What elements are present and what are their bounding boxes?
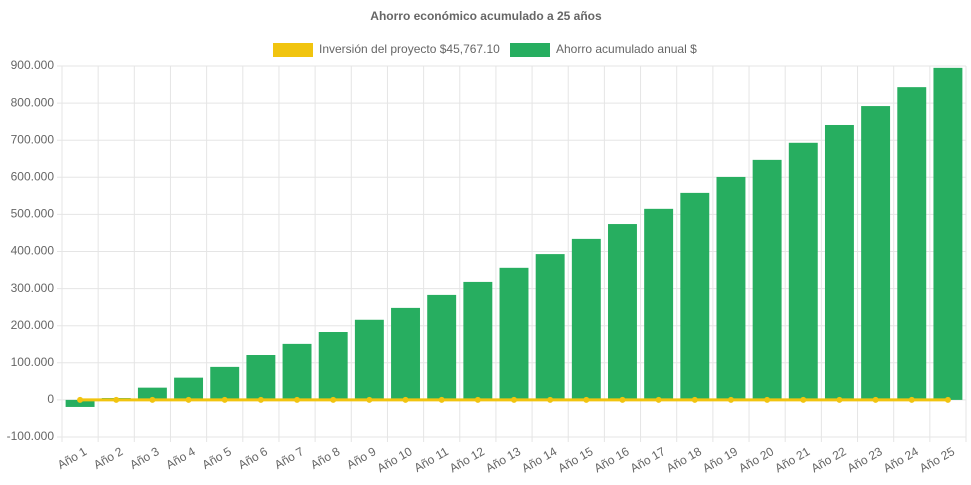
line-point: [764, 396, 771, 403]
x-tick-label: Año 8: [308, 444, 342, 472]
bar: [680, 192, 710, 400]
y-tick-label: 400.000: [11, 244, 55, 258]
line-point: [402, 396, 409, 403]
x-tick-label: Año 1: [55, 444, 89, 472]
x-tick-label: Año 10: [375, 444, 415, 475]
line-point: [474, 396, 481, 403]
y-tick-label: 200.000: [11, 318, 55, 332]
x-tick-label: Año 9: [344, 444, 378, 472]
x-tick-label: Año 5: [200, 444, 234, 472]
x-tick-label: Año 12: [447, 444, 487, 475]
bar: [463, 281, 493, 400]
line-point: [257, 396, 264, 403]
x-tick-label: Año 7: [272, 444, 306, 472]
x-tick-label: Año 19: [700, 444, 740, 475]
line-point: [438, 396, 445, 403]
x-tick-label: Año 16: [592, 444, 632, 475]
x-tick-label: Año 3: [127, 444, 161, 472]
x-tick-label: Año 21: [772, 444, 812, 475]
bar: [391, 307, 420, 400]
line-point: [836, 396, 843, 403]
y-tick-label: 500.000: [11, 207, 55, 221]
bar: [499, 267, 529, 400]
bar: [427, 294, 457, 400]
line-point: [185, 396, 192, 403]
bar: [65, 399, 95, 407]
line-point: [547, 396, 554, 403]
x-tick-label: Año 18: [664, 444, 704, 475]
y-tick-label: 600.000: [11, 169, 55, 183]
legend-label: Ahorro acumulado anual $: [556, 42, 697, 56]
bar: [282, 343, 312, 400]
bar: [861, 106, 891, 400]
legend-label: Inversión del proyecto $45,767.10: [319, 42, 500, 56]
chart-title: Ahorro económico acumulado a 25 años: [370, 9, 602, 23]
bar: [354, 319, 384, 400]
bar: [824, 124, 854, 400]
x-tick-label: Año 4: [163, 444, 197, 472]
line-point: [908, 396, 915, 403]
bar: [608, 224, 637, 400]
line-point: [800, 396, 807, 403]
line-point: [691, 396, 698, 403]
bar: [933, 67, 963, 400]
bar: [788, 142, 818, 400]
bar: [246, 355, 276, 400]
bar: [897, 87, 927, 400]
x-tick-label: Año 11: [412, 444, 451, 475]
bar: [716, 176, 746, 400]
y-tick-label: 300.000: [11, 281, 55, 295]
line-point: [944, 396, 951, 403]
bar: [318, 332, 348, 400]
line-point: [149, 396, 156, 403]
line-point: [221, 396, 228, 403]
y-tick-label: -100.000: [7, 429, 55, 443]
x-tick-label: Año 20: [736, 444, 776, 475]
x-tick-label: Año 6: [236, 444, 270, 472]
legend-swatch: [510, 43, 550, 57]
bar: [210, 366, 240, 400]
x-tick-label: Año 15: [555, 444, 595, 475]
x-tick-label: Año 23: [845, 444, 885, 475]
line-point: [619, 396, 626, 403]
line-point: [294, 396, 301, 403]
line-point: [366, 396, 373, 403]
x-tick-label: Año 25: [917, 444, 957, 475]
bar: [174, 377, 204, 400]
line-point: [872, 396, 879, 403]
y-tick-label: 800.000: [11, 95, 55, 109]
line-point: [113, 396, 120, 403]
x-tick-label: Año 13: [483, 444, 523, 475]
line-point: [583, 396, 590, 403]
line-point: [511, 396, 517, 403]
bar: [571, 238, 601, 400]
y-tick-label: 100.000: [11, 355, 55, 369]
x-tick-label: Año 2: [91, 444, 125, 472]
y-tick-label: 900.000: [11, 58, 55, 72]
bar: [644, 208, 674, 400]
legend-swatch: [273, 43, 313, 57]
line-point: [655, 396, 662, 403]
x-tick-label: Año 24: [881, 444, 921, 475]
bar: [752, 159, 782, 400]
line-point: [77, 396, 84, 403]
bar: [137, 387, 167, 400]
y-tick-label: 0: [47, 392, 54, 406]
x-tick-label: Año 14: [519, 444, 559, 475]
line-point: [330, 396, 337, 403]
x-tick-label: Año 22: [809, 444, 849, 475]
x-tick-label: Año 17: [628, 444, 668, 475]
bar: [535, 254, 565, 400]
y-tick-label: 700.000: [11, 132, 55, 146]
line-point: [727, 396, 734, 403]
